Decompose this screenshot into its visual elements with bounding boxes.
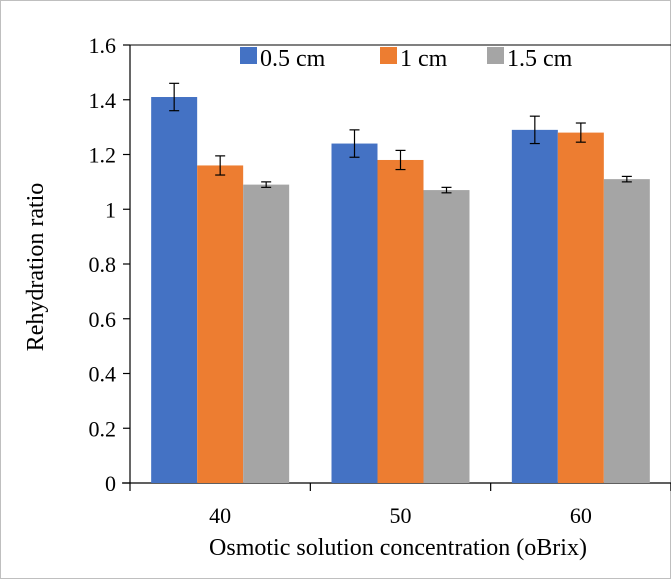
legend-swatch: [240, 47, 257, 64]
y-axis: 0 0.2 0.4 0.6 0.8 1 1.2 1.4 1.6: [89, 33, 131, 496]
bar-1-cm-60: [557, 132, 604, 483]
bar-1_5-cm-40: [243, 184, 290, 484]
legend-swatch: [380, 47, 397, 64]
x-axis: 40 50 60: [122, 482, 671, 528]
legend-label: 1.5 cm: [507, 46, 573, 72]
y-tick-label: 0: [105, 471, 116, 496]
y-tick-label: 0.8: [89, 252, 117, 277]
error-bar: [575, 122, 586, 143]
bar-1-cm-40: [197, 165, 244, 483]
error-bar: [395, 149, 406, 171]
x-axis-title: Osmotic solution concentration (oBrix): [209, 535, 587, 561]
legend-swatch: [487, 47, 504, 64]
x-tick-label: 60: [570, 503, 592, 528]
error-bar: [215, 155, 226, 176]
legend-item: 1 cm: [380, 46, 448, 72]
bar-0_5-cm-60: [511, 129, 558, 484]
y-tick-label: 1: [105, 197, 116, 222]
legend-item: 1.5 cm: [487, 46, 573, 72]
y-tick-label: 1.2: [89, 143, 117, 168]
error-bars: [169, 82, 632, 194]
y-tick-label: 1.6: [89, 33, 117, 58]
error-bar: [621, 175, 632, 183]
x-tick-label: 50: [390, 503, 412, 528]
legend-item: 0.5 cm: [240, 46, 326, 72]
legend-label: 1 cm: [400, 46, 448, 72]
y-tick-label: 0.4: [89, 362, 117, 387]
bar-1_5-cm-60: [603, 179, 650, 483]
error-bar: [169, 82, 180, 112]
y-tick-label: 0.6: [89, 307, 117, 332]
bar-1-cm-50: [377, 159, 424, 483]
bar-0_5-cm-40: [151, 97, 198, 483]
y-tick-label: 0.2: [89, 416, 117, 441]
error-bar: [441, 186, 452, 194]
bar-1_5-cm-50: [423, 190, 470, 483]
legend-label: 0.5 cm: [260, 46, 326, 72]
legend: 0.5 cm 1 cm 1.5 cm: [240, 46, 573, 72]
x-tick-label: 40: [209, 503, 231, 528]
error-bar: [261, 181, 272, 188]
y-tick-label: 1.4: [89, 88, 117, 113]
bar-0_5-cm-50: [331, 143, 378, 484]
error-bar: [349, 129, 360, 158]
y-axis-title: Rehydration ratio: [23, 183, 49, 352]
error-bar: [529, 115, 540, 145]
bars: [151, 97, 650, 484]
